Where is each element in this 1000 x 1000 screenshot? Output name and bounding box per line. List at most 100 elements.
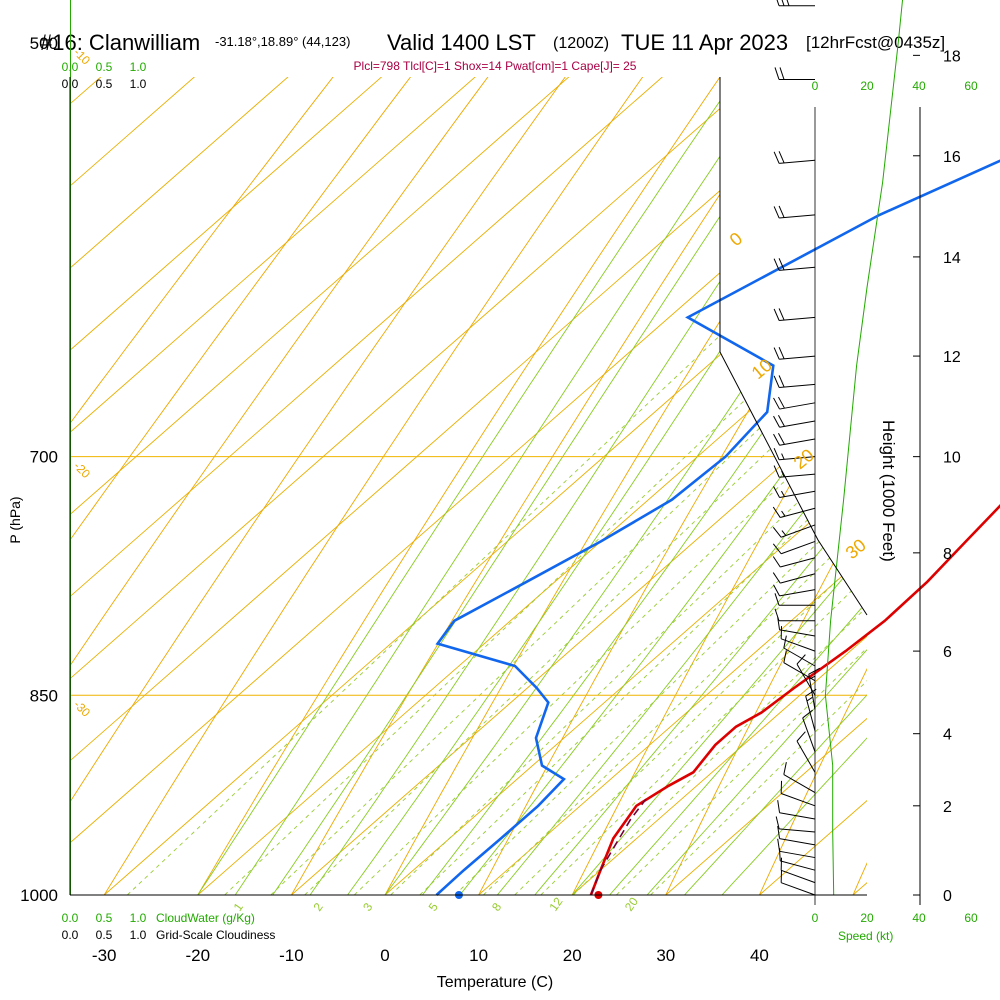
wind-barb	[780, 857, 816, 884]
wind-barb-feather	[796, 731, 806, 742]
wind-barb-feather	[772, 572, 781, 584]
wind-barb	[773, 205, 816, 219]
wind-barb-shaft	[808, 674, 816, 710]
wind-barb-feather	[773, 486, 780, 498]
wind-barb-feather	[772, 556, 781, 568]
wind-barb-feather	[783, 650, 787, 663]
wind-barb	[773, 151, 816, 164]
isotherm-line	[478, 553, 867, 895]
mixing-ratio-line	[572, 606, 867, 895]
axes-layer: 100-10-20-300102030123581220024681012141…	[7, 34, 978, 991]
wind-barb-feather	[773, 375, 780, 388]
wind-barb	[775, 816, 816, 833]
wind-barb	[777, 838, 816, 859]
wind-barb	[773, 346, 816, 360]
wind-barb-shaft	[779, 456, 816, 461]
mixing-ratio-line	[419, 461, 867, 895]
wind-barb-feather	[805, 688, 817, 697]
valid-time: Valid 1400 LST	[387, 30, 536, 55]
dry-adiabat-line	[70, 77, 412, 541]
dewpoint-profile	[435, 159, 1000, 896]
wind-barb	[773, 258, 816, 271]
mixing-ratio-line	[650, 680, 867, 895]
speed-axis-label: Speed (kt)	[838, 929, 893, 943]
wind-barb	[773, 396, 816, 410]
wind-barb-feather	[778, 258, 785, 271]
wind-barb	[796, 654, 816, 696]
thermo-indices: Plcl=798 Tlcl[C]=1 Shox=14 Pwat[cm]=1 Ca…	[354, 59, 637, 73]
wind-barb	[773, 415, 816, 428]
wind-barb-shaft	[781, 869, 816, 884]
dry-adiabat-line	[197, 77, 721, 895]
wind-barb-shaft	[779, 589, 816, 597]
wind-barb-half-feather	[781, 490, 785, 497]
wind-barb-feather	[773, 584, 780, 597]
wind-barb-feather	[774, 608, 780, 621]
wind-barb-feather	[773, 465, 780, 478]
wind-barb	[780, 780, 816, 807]
height-tick-label: 6	[943, 644, 952, 661]
height-tick-label: 12	[943, 349, 961, 366]
wind-barb-feather	[777, 617, 781, 630]
wind-barb	[773, 308, 816, 322]
height-tick-label: 18	[943, 48, 961, 65]
moist-adiabat-line	[571, 549, 867, 895]
wind-barb-shaft	[779, 159, 816, 164]
wind-barb-feather	[773, 447, 780, 460]
moist-adiabat-line	[609, 601, 867, 895]
wind-barb-half-feather	[781, 510, 786, 517]
wind-barb-feather	[779, 67, 785, 80]
wind-barb	[772, 540, 816, 555]
wind-barb-feather	[773, 308, 780, 321]
wind-barb-shaft	[779, 438, 816, 446]
cloud-water-tick-top: 0.5	[96, 60, 113, 74]
temperature-axis-label: Temperature (C)	[437, 974, 553, 991]
height-tick-label: 14	[943, 250, 961, 267]
wind-barb-feather	[773, 206, 780, 219]
temperature-tick-label: 0	[380, 946, 389, 965]
cloudiness-tick-bottom: 0.0	[62, 928, 79, 942]
cloud-water-label: CloudWater (g/Kg)	[156, 911, 255, 925]
wind-barb-shaft	[780, 507, 816, 519]
cloudiness-label: Grid-Scale Cloudiness	[156, 928, 275, 942]
forecast-run: [12hrFcst@0435z]	[806, 33, 945, 52]
cloudiness-tick-bottom: 0.5	[96, 928, 113, 942]
cloud-water-tick-bottom: 0.5	[96, 911, 113, 925]
wind-barb-shaft	[779, 629, 816, 637]
wind-barb-shaft	[779, 838, 816, 846]
wind-barb-feather	[775, 816, 780, 829]
wind-barb-half-feather	[781, 453, 785, 460]
isotherm-line	[70, 143, 867, 844]
speed-tick-top: 20	[860, 79, 874, 93]
wind-barb-feather	[776, 0, 780, 6]
wind-barb	[780, 870, 816, 896]
wind-barb-feather	[777, 825, 781, 839]
wind-barb-shaft	[781, 882, 816, 896]
moist-adiabat-line	[234, 77, 774, 895]
height-tick-label: 2	[943, 799, 952, 816]
cloudiness-tick-bottom: 1.0	[130, 928, 147, 942]
height-axis-label: Height (1000 Feet)	[879, 420, 898, 562]
cloud-water-tick-top: 1.0	[130, 60, 147, 74]
wind-barb-half-feather	[806, 697, 813, 702]
wind-barb-feather	[777, 800, 781, 813]
wind-barb	[776, 0, 815, 7]
wind-barb-feather	[772, 527, 782, 538]
wind-barb-shaft	[796, 740, 816, 773]
wind-barb-feather	[773, 347, 780, 360]
speed-tick-bottom: 60	[964, 911, 978, 925]
wind-barb-feather	[786, 0, 790, 6]
wind-barb	[772, 524, 816, 538]
chart-header: #16: Clanwilliam -31.18°,18.89° (44,123)…	[40, 30, 945, 73]
moist-adiabat-line	[197, 77, 737, 895]
wind-barb-feather	[783, 635, 787, 649]
wind-barb-shaft	[780, 860, 816, 871]
speed-tick-top: 40	[912, 79, 926, 93]
wind-barb-feather	[778, 432, 785, 445]
speed-tick-bottom: 0	[812, 911, 819, 925]
wind-barb	[773, 486, 816, 499]
wind-barb-shaft	[802, 717, 816, 752]
wind-barb-feather	[773, 397, 780, 410]
pressure-tick-label: 1000	[20, 886, 58, 905]
wind-barb	[773, 375, 816, 388]
